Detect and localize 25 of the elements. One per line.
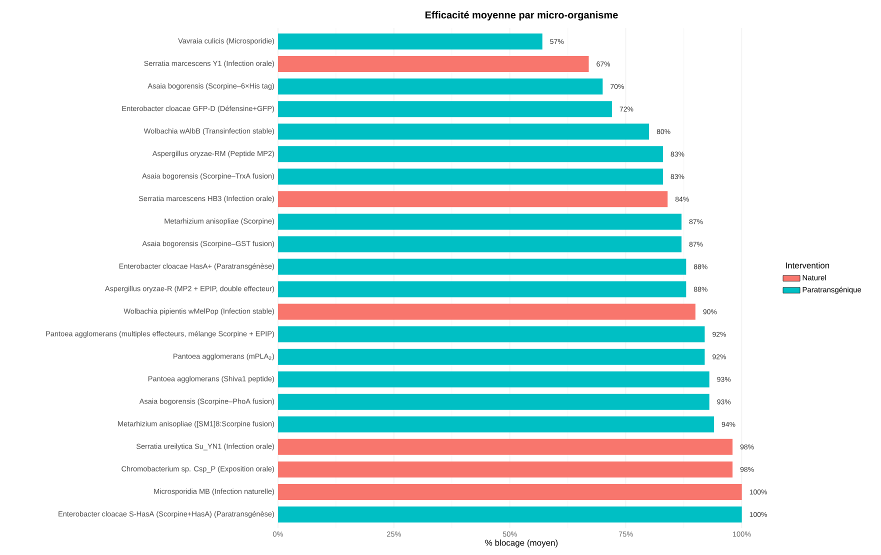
bar bbox=[278, 124, 650, 140]
bar bbox=[278, 438, 733, 455]
bar bbox=[278, 34, 542, 50]
chart-title: Efficacité moyenne par micro-organisme bbox=[425, 11, 618, 21]
bar bbox=[278, 461, 733, 478]
bar bbox=[278, 236, 682, 252]
bar bbox=[278, 191, 668, 208]
bar bbox=[278, 78, 603, 95]
bar bbox=[278, 416, 714, 432]
x-axis-title: % blocage (moyen) bbox=[485, 540, 558, 548]
bar bbox=[278, 281, 686, 298]
bar bbox=[278, 168, 663, 185]
bar bbox=[278, 101, 612, 118]
bar bbox=[278, 506, 742, 522]
legend-title: Intervention bbox=[786, 262, 830, 268]
bar bbox=[278, 146, 663, 162]
bar bbox=[278, 394, 710, 410]
bar bbox=[278, 304, 696, 320]
bar bbox=[278, 214, 682, 230]
bar bbox=[278, 371, 710, 388]
bar bbox=[278, 348, 705, 365]
bar bbox=[278, 484, 742, 500]
bar bbox=[278, 258, 686, 275]
bar bbox=[278, 56, 589, 72]
bar bbox=[278, 326, 705, 342]
